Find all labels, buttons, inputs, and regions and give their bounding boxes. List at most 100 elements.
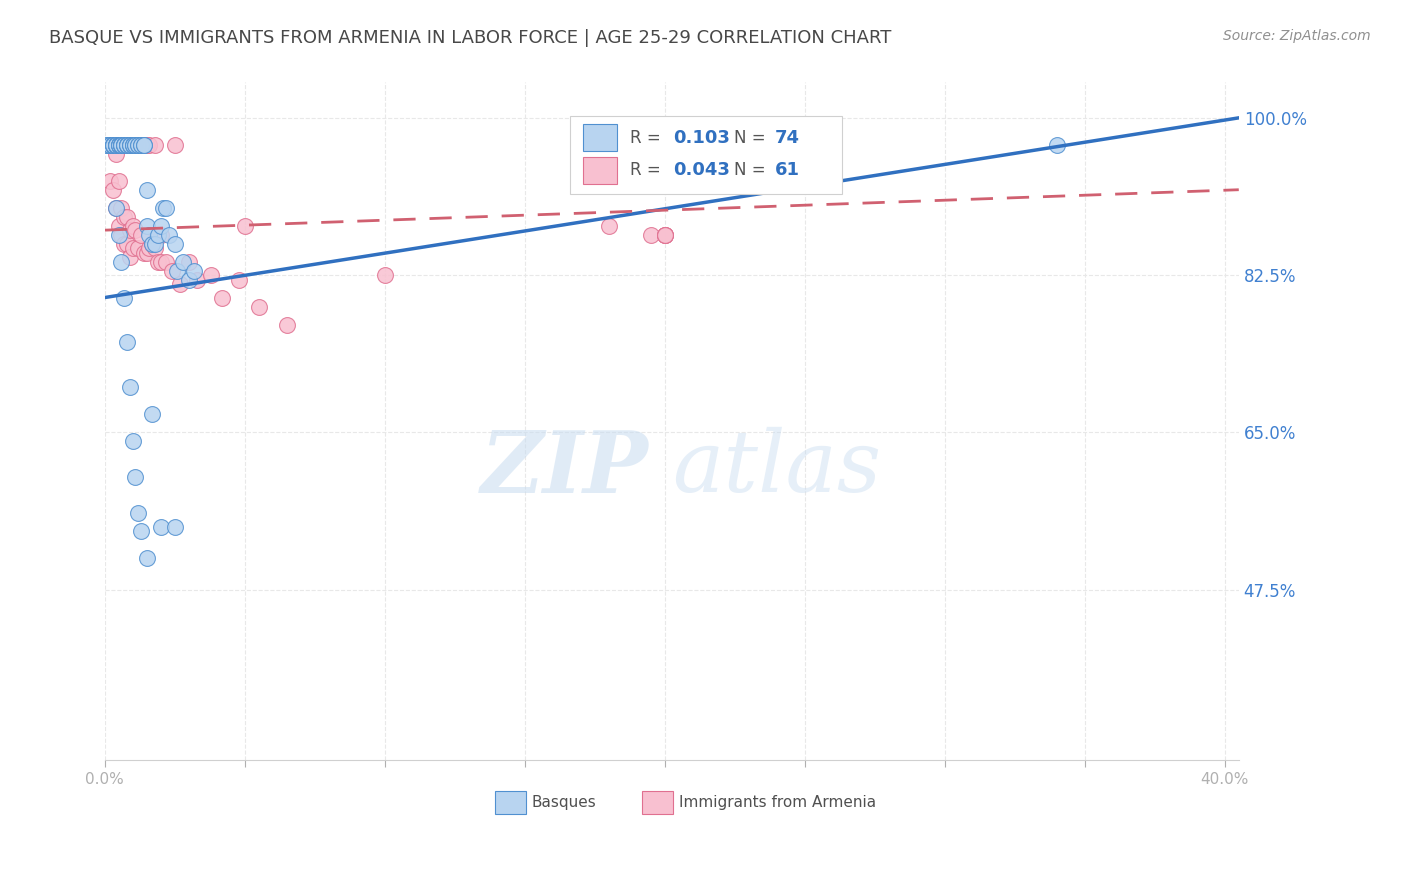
Point: [96, 137, 118, 152]
Point: [135, 551, 157, 566]
Point: [112, 137, 135, 152]
Point: [129, 137, 152, 152]
Point: [177, 272, 200, 286]
Point: [112, 137, 135, 152]
Point: [143, 241, 166, 255]
FancyBboxPatch shape: [583, 157, 617, 184]
Point: [160, 263, 183, 277]
Text: N =: N =: [734, 161, 770, 179]
Point: [104, 137, 127, 152]
Point: [138, 241, 160, 255]
Point: [112, 236, 135, 251]
Point: [118, 250, 141, 264]
Text: ZIP: ZIP: [481, 427, 650, 510]
Point: [132, 137, 155, 152]
Point: [155, 201, 177, 215]
Point: [247, 300, 270, 314]
Point: [132, 137, 155, 152]
Point: [110, 227, 132, 242]
Point: [228, 272, 250, 286]
Point: [124, 137, 146, 152]
Point: [112, 291, 135, 305]
Point: [127, 137, 149, 152]
Point: [200, 268, 222, 282]
Point: [121, 137, 143, 152]
Point: [110, 137, 132, 152]
Point: [101, 137, 124, 152]
Point: [183, 263, 205, 277]
Point: [115, 137, 138, 152]
Point: [146, 254, 169, 268]
Point: [107, 137, 129, 152]
Point: [121, 434, 143, 449]
Point: [107, 227, 129, 242]
Point: [104, 201, 127, 215]
FancyBboxPatch shape: [569, 116, 842, 194]
Text: 0.043: 0.043: [673, 161, 730, 179]
Point: [115, 137, 138, 152]
Point: [138, 137, 160, 152]
Point: [163, 137, 186, 152]
Point: [276, 318, 298, 332]
FancyBboxPatch shape: [583, 124, 617, 152]
Point: [654, 227, 676, 242]
Point: [127, 137, 149, 152]
Point: [104, 137, 127, 152]
Point: [115, 210, 138, 224]
Point: [149, 254, 172, 268]
Point: [112, 137, 135, 152]
Point: [115, 335, 138, 350]
Point: [101, 137, 124, 152]
Point: [143, 137, 166, 152]
Point: [121, 137, 143, 152]
Point: [132, 137, 155, 152]
Point: [104, 137, 127, 152]
Point: [132, 245, 155, 260]
Point: [186, 272, 208, 286]
Point: [101, 137, 124, 152]
Point: [110, 201, 132, 215]
Point: [152, 201, 174, 215]
Point: [107, 137, 129, 152]
Point: [110, 137, 132, 152]
Point: [101, 137, 124, 152]
Point: [157, 227, 180, 242]
Text: atlas: atlas: [672, 427, 880, 510]
Point: [141, 236, 163, 251]
Point: [107, 137, 129, 152]
Point: [127, 241, 149, 255]
Point: [143, 236, 166, 251]
Point: [101, 183, 124, 197]
Point: [110, 254, 132, 268]
Point: [98, 137, 121, 152]
Point: [115, 137, 138, 152]
Point: [233, 219, 256, 233]
Point: [118, 223, 141, 237]
Text: Source: ZipAtlas.com: Source: ZipAtlas.com: [1223, 29, 1371, 43]
Point: [107, 219, 129, 233]
Point: [155, 254, 177, 268]
Point: [115, 137, 138, 152]
Text: Basques: Basques: [531, 795, 596, 810]
Text: 74: 74: [775, 128, 800, 146]
Point: [107, 174, 129, 188]
Point: [163, 236, 186, 251]
Point: [129, 137, 152, 152]
Point: [98, 137, 121, 152]
Point: [104, 146, 127, 161]
Point: [110, 137, 132, 152]
Point: [163, 519, 186, 533]
Point: [98, 174, 121, 188]
Point: [654, 227, 676, 242]
Point: [104, 137, 127, 152]
Point: [110, 137, 132, 152]
Point: [124, 223, 146, 237]
Point: [149, 519, 172, 533]
Point: [654, 227, 676, 242]
Point: [129, 524, 152, 538]
Point: [374, 268, 396, 282]
Point: [118, 137, 141, 152]
Text: N =: N =: [734, 128, 770, 146]
Point: [127, 506, 149, 520]
Point: [115, 236, 138, 251]
